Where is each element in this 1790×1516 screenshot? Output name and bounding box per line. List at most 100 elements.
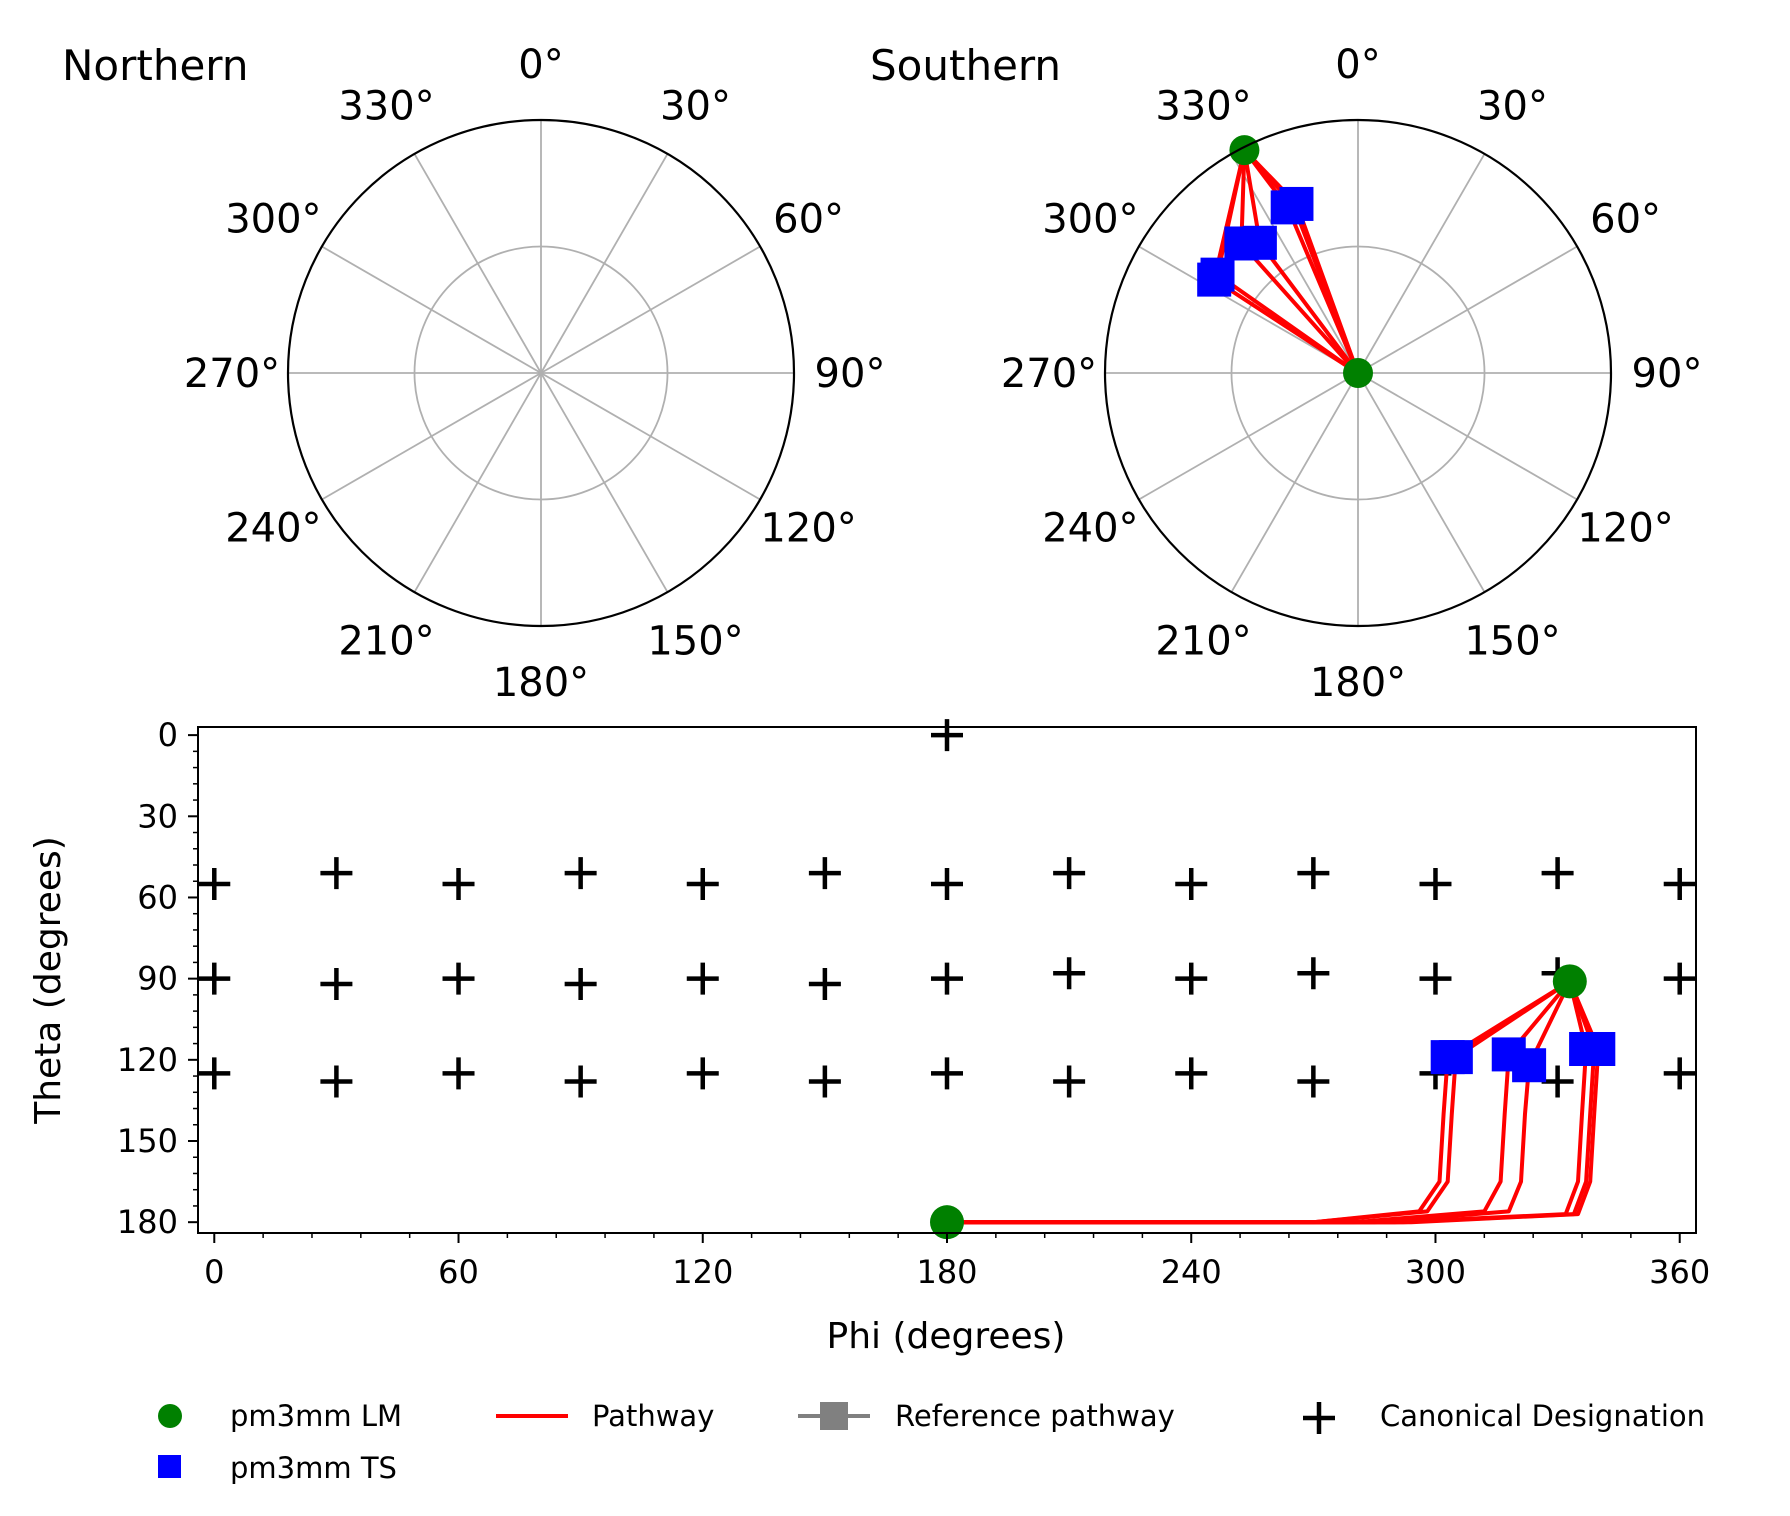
southern-tick-label: 150° [1464,619,1560,665]
northern-polar-frame [286,118,796,628]
legend-lm-label: pm3mm LM [230,1399,402,1433]
legend: pm3mm LM pm3mm TS Pathway Reference path… [158,1399,1705,1485]
canonical-designation-marker [808,1065,841,1098]
northern-tick-label: 240° [225,506,321,552]
scatter-plot-marks [198,719,1696,1240]
southern-tick-label: 300° [1042,197,1138,243]
southern-polar-grid [1105,120,1611,626]
canonical-designation-marker [1175,867,1208,900]
legend-reference-label: Reference pathway [895,1399,1175,1433]
canonical-designation-marker [1541,857,1574,890]
southern-tick-label: 0° [1335,42,1380,88]
southern-tick-label: 30° [1477,83,1548,129]
x-tick-label: 0 [204,1253,224,1291]
southern-ring [1230,245,1486,501]
x-tick-label: 180 [916,1253,977,1291]
legend-canonical-label: Canonical Designation [1380,1399,1705,1433]
southern-tick-label: 240° [1042,506,1138,552]
canonical-designation-marker [320,857,353,890]
canonical-designation-marker [686,962,719,995]
ts-point [1438,1040,1473,1075]
scatter-plot-ticks: 0 60 120 180 240 300 360 0 30 60 90 120 150 180 [117,716,1710,1291]
canonical-designation-marker [320,968,353,1001]
southern-tick-label: 180° [1310,660,1406,706]
southern-tick-label: 210° [1155,619,1251,665]
lm-point [1552,964,1587,999]
canonical-designation-marker [564,968,597,1001]
northern-tick-label: 300° [225,197,321,243]
northern-tick-label: 210° [338,619,434,665]
southern-tick-label: 60° [1590,197,1661,243]
canonical-designation-marker [1663,1057,1696,1090]
canonical-designation-marker [1663,962,1696,995]
canonical-designation-marker [1053,1065,1086,1098]
southern-tick-label: 330° [1155,83,1251,129]
canonical-designation-marker [1297,957,1330,990]
canonical-designation-marker [1053,857,1086,890]
y-tick-label: 60 [137,878,178,916]
y-tick-label: 120 [117,1041,178,1079]
canonical-designation-marker [442,962,475,995]
y-axis-label: Theta (degrees) [28,836,69,1125]
legend-ts-label: pm3mm TS [230,1451,397,1485]
canonical-designation-marker [1419,867,1452,900]
canonical-designation-marker [1541,1065,1574,1098]
x-tick-label: 360 [1649,1253,1710,1291]
lm-point [930,1205,964,1240]
x-axis-label: Phi (degrees) [827,1316,1066,1357]
northern-tick-label: 180° [493,660,589,706]
legend-entry-canonical: Canonical Designation [1303,1399,1705,1434]
legend-canonical-marker [1303,1402,1335,1434]
canonical-designation-marker [931,867,963,900]
southern-lm-point [1343,358,1373,388]
southern-ts-point [1279,186,1314,221]
y-tick-label: 90 [137,960,178,998]
canonical-designation-marker [1297,1065,1330,1098]
x-tick-label: 300 [1405,1253,1466,1291]
northern-tick-label: 30° [660,83,731,129]
canonical-designation-marker [1175,962,1208,995]
northern-tick-label: 90° [815,351,886,397]
northern-tick-label: 0° [518,42,563,88]
northern-tick-label: 60° [773,197,844,243]
southern-polar-title: Southern [870,41,1061,90]
canonical-designation-marker [442,1057,475,1090]
southern-polar-tick-labels: 0° 30° 60° 90° 120° 150° 180° 210° 240° 270° 300° 3… [1001,42,1703,706]
northern-tick-label: 270° [184,351,280,397]
canonical-designation-marker [686,1057,719,1090]
y-tick-label: 0 [158,716,178,754]
southern-ts-point [1242,225,1277,260]
canonical-designation-marker [320,1065,353,1098]
canonical-designation-marker [931,962,963,995]
legend-lm-marker [158,1404,182,1428]
canonical-designation-marker [198,867,231,900]
canonical-designation-marker [198,962,231,995]
y-tick-label: 30 [137,797,178,835]
canonical-designation-marker [808,968,841,1001]
canonical-designation-marker [564,1065,597,1098]
northern-tick-label: 120° [760,506,856,552]
legend-pathway-label: Pathway [592,1399,714,1433]
y-tick-label: 180 [117,1203,178,1241]
x-tick-label: 120 [672,1253,733,1291]
canonical-designation-marker [1175,1057,1208,1090]
southern-polar-frame [1103,118,1613,628]
southern-tick-label: 120° [1577,506,1673,552]
northern-polar-grid [288,120,794,626]
legend-ts-marker [158,1455,181,1478]
phi-theta-scatter-plot: 0 60 120 180 240 300 360 0 30 60 90 120 150 180 Phi (… [28,716,1710,1357]
canonical-designation-marker [1297,857,1330,890]
northern-polar-plot: 0° 30° 60° 90° 120° 150° 180° 210° 240° 270° 300° 3… [62,41,885,706]
southern-ts-point [1200,257,1235,292]
northern-ring [413,245,669,501]
legend-reference-marker [820,1402,848,1430]
canonical-designation-marker [686,867,719,900]
legend-entry-reference: Reference pathway [798,1399,1175,1433]
northern-polar-tick-labels: 0° 30° 60° 90° 120° 150° 180° 210° 240° 270° 300° 3… [184,42,886,706]
canonical-designation-marker [931,719,963,752]
northern-polar-title: Northern [62,41,248,90]
x-tick-label: 240 [1161,1253,1222,1291]
legend-entry-ts: pm3mm TS [158,1451,397,1485]
